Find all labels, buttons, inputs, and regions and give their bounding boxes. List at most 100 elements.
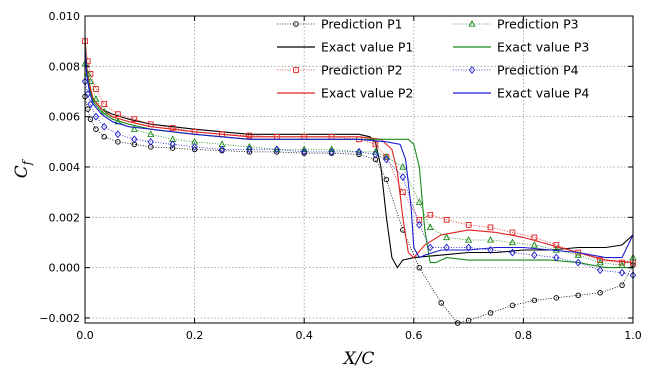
- legend-label: Prediction P1: [321, 17, 403, 32]
- data-point: [371, 147, 379, 155]
- data-point: [575, 292, 581, 299]
- series-exact-value-p2: [84, 38, 634, 264]
- y-tick-label: 0.008: [49, 60, 81, 73]
- data-point: [465, 236, 473, 243]
- data-point: [531, 297, 538, 304]
- legend-entry: Prediction P4: [453, 63, 579, 78]
- data-point: [169, 125, 176, 131]
- y-tick-label: 0.000: [49, 262, 81, 275]
- data-point: [416, 220, 423, 229]
- data-point: [355, 147, 363, 156]
- data-point: [147, 130, 155, 137]
- x-tick-label: 0.4: [295, 329, 313, 342]
- data-point: [191, 142, 198, 151]
- data-point: [93, 126, 99, 132]
- legend-label: Prediction P4: [497, 63, 579, 78]
- data-point: [465, 222, 472, 228]
- legend-marker: [293, 67, 299, 73]
- data-point: [465, 243, 472, 252]
- data-point: [101, 122, 108, 131]
- data-point: [619, 282, 625, 289]
- legend-marker: [468, 20, 476, 27]
- data-point: [508, 238, 516, 246]
- x-tick-label: 0.0: [76, 329, 94, 342]
- legend-marker: [468, 66, 476, 74]
- axis-ticks: [84, 15, 634, 323]
- data-point: [130, 125, 138, 132]
- data-point: [101, 134, 107, 140]
- series-line: [84, 38, 634, 264]
- x-tick-labels: 0.0 0.2 0.4 0.6 0.8 1.0: [76, 329, 642, 342]
- data-point: [399, 163, 407, 170]
- data-point: [427, 211, 434, 218]
- legend-label: Prediction P3: [497, 17, 579, 32]
- data-point: [218, 145, 226, 154]
- data-point: [427, 243, 434, 252]
- data-point: [328, 147, 335, 156]
- x-tick-label: 0.2: [186, 329, 204, 342]
- data-point: [355, 147, 363, 155]
- x-axis-label: X/C: [342, 349, 375, 369]
- data-point: [531, 234, 538, 241]
- legend-entry: Exact value P4: [453, 86, 589, 101]
- data-point: [301, 147, 308, 156]
- data-point: [574, 251, 582, 258]
- data-point: [597, 290, 603, 296]
- data-point: [531, 251, 538, 259]
- data-point: [115, 139, 121, 145]
- data-point: [509, 302, 516, 309]
- data-point: [530, 241, 538, 248]
- series-line: [84, 36, 634, 269]
- legend-label: Exact value P3: [497, 40, 589, 55]
- x-tick-label: 0.6: [405, 329, 423, 342]
- data-point: [618, 268, 626, 277]
- x-tick-label: 0.8: [515, 329, 533, 342]
- data-point: [92, 95, 100, 102]
- data-point: [438, 300, 444, 306]
- series-exact-value-p4: [84, 48, 634, 259]
- data-point: [553, 295, 560, 301]
- data-point: [383, 176, 390, 183]
- series-prediction-p4: [81, 77, 637, 280]
- data-point: [596, 258, 604, 266]
- data-point: [399, 189, 406, 195]
- y-tick-labels: −0.002 0.000 0.002 0.004 0.006 0.008 0.010: [39, 10, 80, 325]
- legend-label: Exact value P1: [321, 40, 413, 55]
- legend-entry: Exact value P3: [453, 40, 589, 55]
- data-point: [509, 248, 516, 257]
- data-point: [372, 141, 379, 148]
- data-point: [399, 173, 407, 181]
- legend-entry: Prediction P1: [277, 17, 403, 32]
- legend-label: Exact value P2: [321, 86, 413, 101]
- data-point: [246, 132, 253, 139]
- data-point: [86, 77, 95, 85]
- data-point: [273, 145, 281, 153]
- y-tick-label: −0.002: [39, 312, 80, 325]
- legend-label: Prediction P2: [321, 63, 403, 78]
- legend-entry: Prediction P2: [277, 63, 403, 78]
- series-line: [84, 48, 634, 259]
- data-point: [101, 101, 108, 107]
- y-axis-label: Cf: [12, 158, 34, 178]
- data-point: [443, 243, 450, 252]
- x-tick-label: 1.0: [624, 329, 642, 342]
- y-tick-label: 0.006: [49, 111, 81, 124]
- legend-entry: Prediction P3: [453, 17, 579, 32]
- data-point: [487, 310, 494, 316]
- data-point: [596, 266, 604, 275]
- legend: Prediction P1 Exact value P1 Prediction P2…: [277, 17, 589, 101]
- data-point: [114, 130, 122, 139]
- data-point: [509, 229, 516, 236]
- data-point: [131, 135, 138, 144]
- data-point: [553, 253, 560, 262]
- series-line: [84, 41, 633, 264]
- data-point: [246, 145, 253, 154]
- data-point: [92, 112, 100, 121]
- data-point: [169, 140, 176, 149]
- data-point: [382, 152, 390, 160]
- data-point: [416, 264, 423, 271]
- legend-entry: Exact value P2: [277, 86, 413, 101]
- data-point: [443, 233, 451, 241]
